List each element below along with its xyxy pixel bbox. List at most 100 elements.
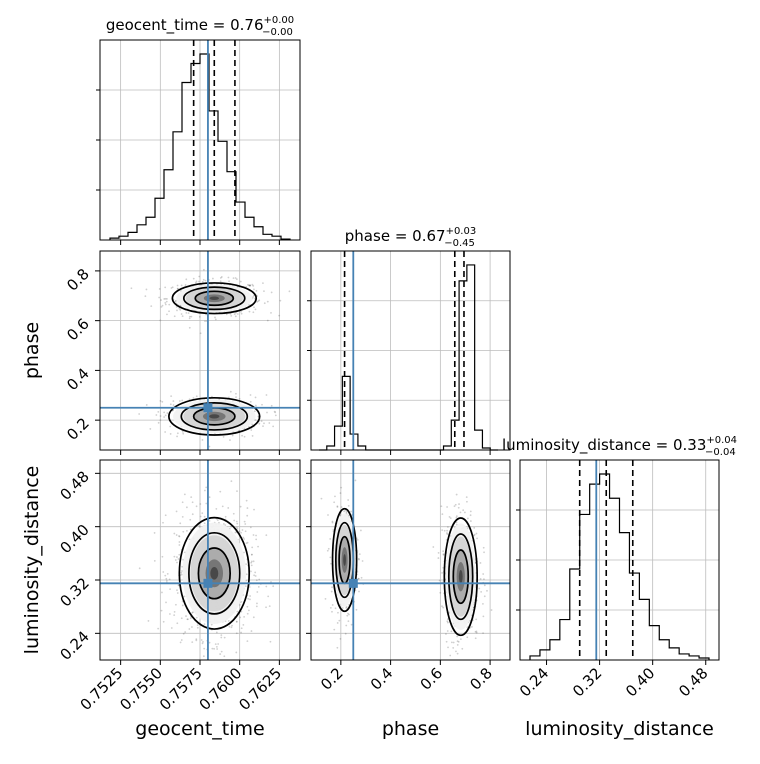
sample-point [190, 496, 193, 498]
panel-frame [310, 459, 511, 661]
sample-point [183, 493, 186, 496]
sample-point [481, 661, 483, 663]
sample-point [170, 627, 173, 629]
sample-point [459, 638, 462, 641]
histogram-phase [319, 264, 498, 451]
sample-point [235, 520, 238, 523]
sample-point [164, 297, 167, 300]
sample-point [320, 497, 323, 500]
sample-point [223, 655, 226, 658]
histogram-luminosity_distance [529, 473, 710, 660]
density-level [203, 294, 225, 303]
sample-point [199, 332, 202, 335]
sample-point [270, 291, 273, 294]
sample-point [219, 280, 222, 283]
sample-point [480, 590, 483, 593]
sample-point [184, 284, 187, 286]
sample-point [183, 595, 186, 598]
x-tick-label: 0.7575 [156, 664, 206, 714]
sample-point [224, 515, 227, 518]
sample-point [469, 520, 472, 522]
sample-point [248, 310, 251, 313]
sample-point [176, 309, 178, 312]
sample-point [336, 505, 339, 508]
sample-point [161, 400, 164, 403]
sample-point [220, 650, 223, 653]
sample-point [204, 320, 206, 323]
sample-point [179, 522, 182, 525]
sample-point [357, 557, 360, 560]
sample-point [188, 315, 191, 318]
sample-point [248, 425, 250, 428]
sample-point [455, 516, 458, 519]
sample-point [247, 283, 249, 286]
contour-line [168, 396, 261, 436]
sample-point [233, 313, 236, 316]
sample-point [166, 412, 169, 414]
sample-point [262, 282, 264, 284]
sample-point [130, 287, 133, 290]
sample-point [274, 411, 277, 414]
sample-point [178, 400, 181, 402]
sample-point [250, 553, 253, 556]
sample-point [238, 530, 241, 533]
sample-point [249, 526, 252, 529]
sample-point [220, 634, 223, 637]
sample-point [253, 306, 255, 309]
sample-point [138, 413, 141, 415]
sample-point [169, 433, 172, 435]
sample-point [251, 283, 254, 286]
sample-point [253, 294, 255, 297]
x-tick-label: 0.6 [417, 664, 447, 694]
sample-point [208, 641, 211, 644]
sample-point [248, 304, 250, 306]
sample-point [242, 536, 245, 539]
sample-point [236, 610, 239, 613]
sample-point [147, 620, 150, 622]
sample-point [199, 515, 202, 518]
sample-point [341, 607, 344, 609]
sample-point [442, 550, 445, 553]
sample-point [164, 514, 167, 517]
sample-point [145, 288, 148, 291]
sample-point [479, 562, 482, 564]
sample-point [180, 573, 183, 576]
sample-point [246, 640, 249, 643]
sample-point [456, 652, 459, 655]
sample-point [244, 530, 247, 533]
sample-point [254, 571, 257, 574]
sample-point [263, 290, 265, 293]
sample-point [466, 500, 468, 503]
sample-point [164, 431, 167, 433]
sample-point [453, 505, 456, 508]
sample-point [227, 507, 230, 509]
sample-point [236, 313, 239, 315]
sample-point [164, 574, 167, 577]
sample-point [176, 622, 179, 625]
sample-point [173, 614, 176, 617]
sample-point [478, 587, 481, 590]
sample-point [240, 627, 243, 630]
y-tick-label: 0.24 [56, 627, 92, 663]
sample-point [331, 521, 334, 524]
sample-point [246, 612, 249, 615]
contour-line [188, 531, 241, 615]
truth-marker [203, 403, 213, 413]
sample-point [187, 312, 190, 315]
sample-point [337, 611, 339, 614]
sample-point [450, 630, 453, 633]
sample-point [229, 390, 232, 393]
sample-point [336, 622, 339, 624]
sample-point [176, 284, 179, 287]
panel-frame [99, 39, 301, 241]
sample-point [248, 284, 250, 287]
sample-point [214, 318, 217, 321]
sample-point [333, 501, 336, 504]
sample-point [483, 551, 485, 554]
density-geocent_time-phase [130, 268, 291, 448]
sample-point [258, 299, 261, 302]
sample-point [458, 675, 460, 677]
sample-point [249, 284, 252, 287]
sample-point [178, 544, 181, 546]
sample-point [339, 492, 342, 494]
